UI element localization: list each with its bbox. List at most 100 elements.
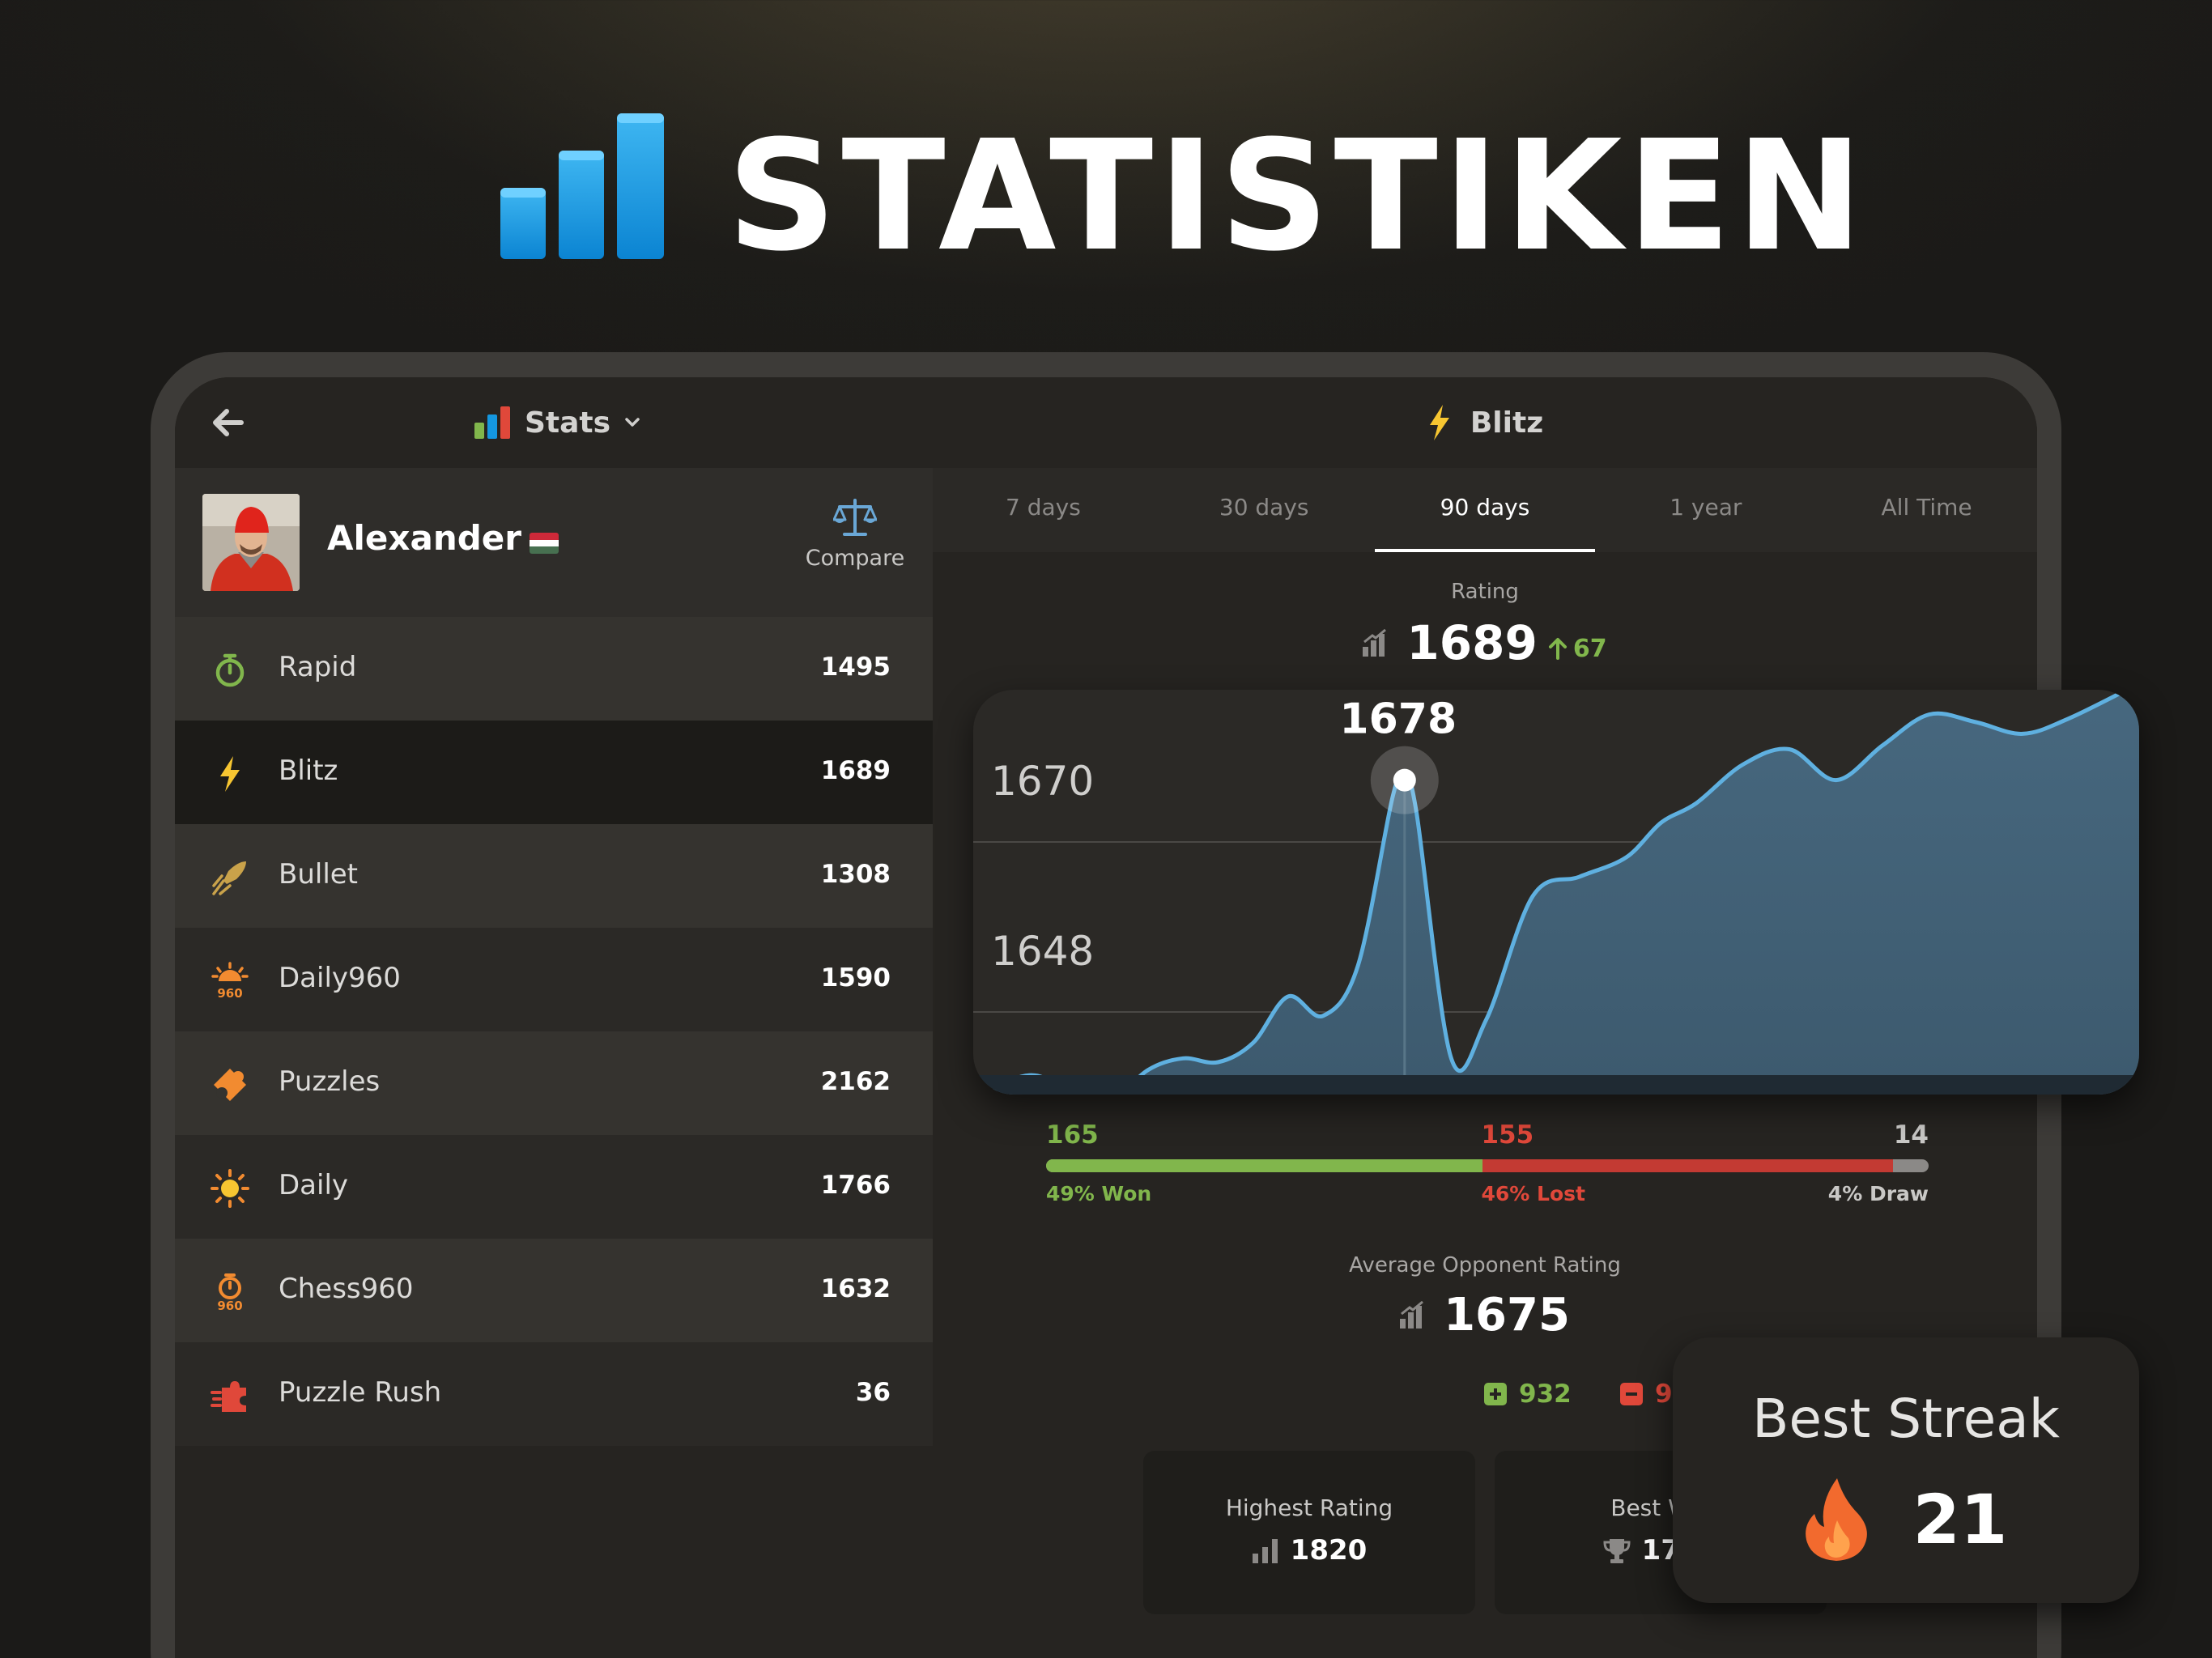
chevron-down-icon	[625, 418, 640, 427]
mode-name: Puzzle Rush	[279, 1376, 442, 1409]
rating-chart-icon	[1363, 629, 1387, 657]
focus-point[interactable]	[1393, 768, 1416, 792]
sidebar-item-bullet[interactable]: Bullet 1308	[175, 824, 933, 928]
bullet-icon	[212, 861, 246, 895]
bar-chart-icon	[500, 113, 664, 259]
tab-all-time[interactable]: All Time	[1881, 494, 1972, 521]
stats-title: Stats	[525, 406, 611, 440]
highest-rating-row: 1820	[1143, 1532, 1475, 1569]
stats-sidebar: Stats Alexander	[175, 377, 933, 1658]
y-tick-label: 1648	[991, 928, 1094, 975]
stopwatch-icon	[215, 653, 245, 687]
mode-name: Rapid	[279, 651, 357, 683]
tab-1-year[interactable]: 1 year	[1670, 494, 1742, 521]
plus-square-icon	[1484, 1383, 1507, 1405]
won-opponent-avg: 932	[1483, 1380, 1572, 1409]
mode-name: Daily960	[279, 962, 401, 994]
stats-dropdown[interactable]: Stats	[474, 400, 643, 445]
scale-icon	[833, 499, 877, 536]
mode-rating: 1766	[820, 1171, 891, 1200]
minus-square-icon	[1620, 1383, 1643, 1405]
mode-name: Daily	[279, 1169, 349, 1201]
won-opponent-value: 932	[1519, 1380, 1572, 1409]
rating-area	[973, 690, 2139, 1095]
avatar[interactable]	[202, 494, 300, 591]
mode-rating: 1590	[820, 963, 891, 993]
mode-name: Puzzles	[279, 1065, 381, 1098]
lost-segment	[1482, 1159, 1893, 1172]
mode-name: Blitz	[279, 755, 338, 787]
results-counts: 165 155 14	[1046, 1120, 1929, 1153]
mode-name: Bullet	[279, 858, 359, 891]
rating-chart[interactable]: 1670 1648 1678	[973, 690, 2139, 1095]
tab-30-days[interactable]: 30 days	[1219, 494, 1309, 521]
lost-label: 46% Lost	[1481, 1182, 1585, 1205]
rating-summary: 1689 67	[933, 610, 2037, 675]
won-segment	[1046, 1159, 1483, 1172]
arrow-up-icon	[1548, 638, 1567, 660]
sidebar-item-puzzle-rush[interactable]: Puzzle Rush 36	[175, 1342, 933, 1446]
mode-rating: 1632	[820, 1274, 891, 1303]
trophy-icon	[1603, 1539, 1631, 1563]
bar-chart-icon	[474, 406, 510, 439]
mode-rating: 1495	[820, 653, 891, 682]
sun-icon	[211, 1169, 249, 1208]
svg-text:960: 960	[217, 986, 242, 1001]
sidebar-item-blitz[interactable]: Blitz 1689	[175, 721, 933, 824]
rating-delta-value: 67	[1572, 634, 1607, 663]
draw-label: 4% Draw	[1827, 1182, 1929, 1205]
mode-name: Chess960	[279, 1273, 414, 1305]
won-label: 49% Won	[1046, 1182, 1152, 1205]
lightning-icon	[220, 756, 240, 792]
chart-base	[973, 1075, 2139, 1095]
best-streak-card: Best Streak 21	[1673, 1337, 2139, 1603]
svg-text:960: 960	[217, 1299, 242, 1312]
won-count: 165	[1046, 1120, 1099, 1150]
tab-7-days[interactable]: 7 days	[1005, 494, 1081, 521]
hero-title: STATISTIKEN	[727, 108, 1869, 285]
mode-rating: 1308	[820, 860, 891, 889]
tab-90-days[interactable]: 90 days	[1374, 468, 1596, 552]
best-streak-value: 21	[1912, 1480, 2008, 1559]
mode-rating: 36	[855, 1378, 891, 1407]
avg-opponent-label: Average Opponent Rating	[1349, 1253, 1621, 1278]
lightning-icon	[1429, 405, 1449, 440]
best-streak-row: 21	[1673, 1475, 2139, 1564]
flame-icon	[1805, 1478, 1867, 1561]
mode-rating: 2162	[820, 1067, 891, 1096]
detail-header: Blitz	[933, 377, 2037, 468]
highest-rating-card: Highest Rating 1820	[1143, 1451, 1475, 1614]
sidebar-item-daily[interactable]: Daily 1766	[175, 1135, 933, 1239]
bar-chart-icon	[1252, 1539, 1278, 1563]
rating-value: 1689	[1406, 615, 1538, 670]
compare-button[interactable]: Compare	[782, 497, 928, 594]
daily960-icon: 960	[211, 962, 249, 1001]
focus-value-label: 1678	[1339, 695, 1457, 744]
rating-delta: 67	[1547, 635, 1607, 663]
rating-label: Rating	[1451, 580, 1519, 604]
rating-chart-icon	[1400, 1301, 1424, 1329]
best-streak-label: Best Streak	[1752, 1388, 2060, 1450]
avg-opponent-value: 1675	[1444, 1288, 1570, 1341]
lost-count: 155	[1481, 1120, 1534, 1150]
mode-rating: 1689	[820, 756, 891, 785]
rating-chart-card: 1670 1648 1678	[973, 690, 2139, 1095]
hero-banner: STATISTIKEN	[0, 97, 2212, 275]
sidebar-header: Stats	[175, 377, 933, 468]
username[interactable]: Alexander	[327, 518, 521, 558]
sidebar-item-rapid[interactable]: Rapid 1495	[175, 617, 933, 721]
back-arrow-icon[interactable]	[209, 403, 248, 442]
time-range-tabs: 7 days 30 days 90 days 1 year All Time	[933, 468, 2037, 552]
chess960-icon: 960	[217, 1273, 243, 1312]
profile-row: Alexander Compare	[175, 468, 933, 617]
sidebar-item-chess960[interactable]: 960 Chess960 1632	[175, 1239, 933, 1342]
detail-title: Blitz	[1470, 406, 1544, 440]
results-bar	[1046, 1159, 1929, 1172]
sidebar-item-daily960[interactable]: 960 Daily960 1590	[175, 928, 933, 1031]
sidebar-item-puzzles[interactable]: Puzzles 2162	[175, 1031, 933, 1135]
results-labels: 49% Won 46% Lost 4% Draw	[1046, 1182, 1929, 1211]
draw-count: 14	[1893, 1120, 1929, 1150]
highest-rating-value: 1820	[1290, 1534, 1368, 1567]
rating-line	[986, 690, 2132, 1095]
puzzle-rush-icon	[211, 1381, 246, 1412]
